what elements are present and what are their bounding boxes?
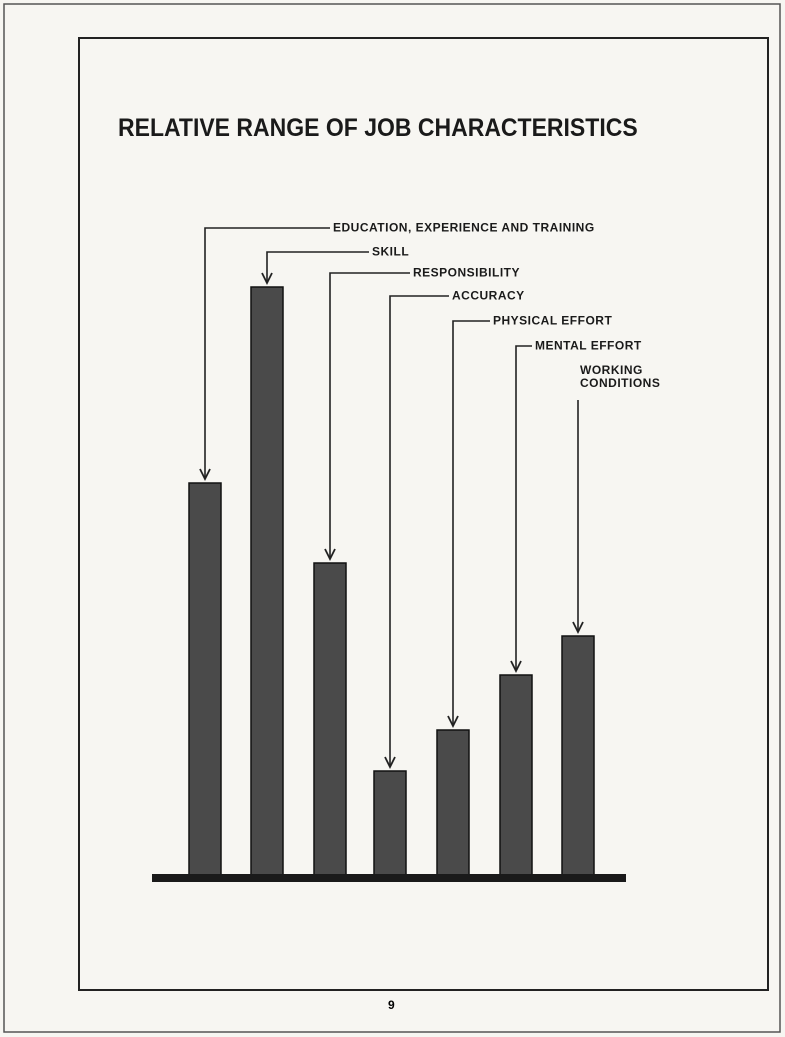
arrowhead (199, 468, 211, 482)
category-label: EDUCATION, EXPERIENCE AND TRAINING (333, 220, 595, 235)
category-label: SKILL (372, 244, 410, 259)
leader-line (329, 272, 410, 559)
page-number: 9 (388, 998, 395, 1012)
baseline (152, 874, 626, 882)
leader-line (204, 227, 330, 479)
leader-line (515, 345, 532, 671)
bar (188, 482, 222, 876)
category-label: ACCURACY (452, 288, 525, 303)
category-label: WORKING CONDITIONS (580, 363, 661, 390)
category-label: PHYSICAL EFFORT (493, 313, 613, 328)
bar (499, 674, 533, 876)
arrowhead (324, 548, 336, 562)
arrowhead (384, 756, 396, 770)
arrowhead (510, 660, 522, 674)
leader-line (452, 320, 490, 726)
category-label: MENTAL EFFORT (535, 338, 642, 353)
bar (561, 635, 595, 876)
inner-border (78, 37, 769, 991)
leader-line (389, 295, 449, 767)
arrowhead (572, 621, 584, 635)
bar (373, 770, 407, 876)
chart-title: RELATIVE RANGE OF JOB CHARACTERISTICS (118, 114, 638, 142)
arrowhead (261, 272, 273, 286)
category-label: RESPONSIBILITY (413, 265, 521, 280)
bar (313, 562, 347, 876)
arrowhead (447, 715, 459, 729)
bar (436, 729, 470, 876)
outer-border (3, 3, 781, 1033)
bar (250, 286, 284, 876)
leader-line (266, 251, 369, 283)
